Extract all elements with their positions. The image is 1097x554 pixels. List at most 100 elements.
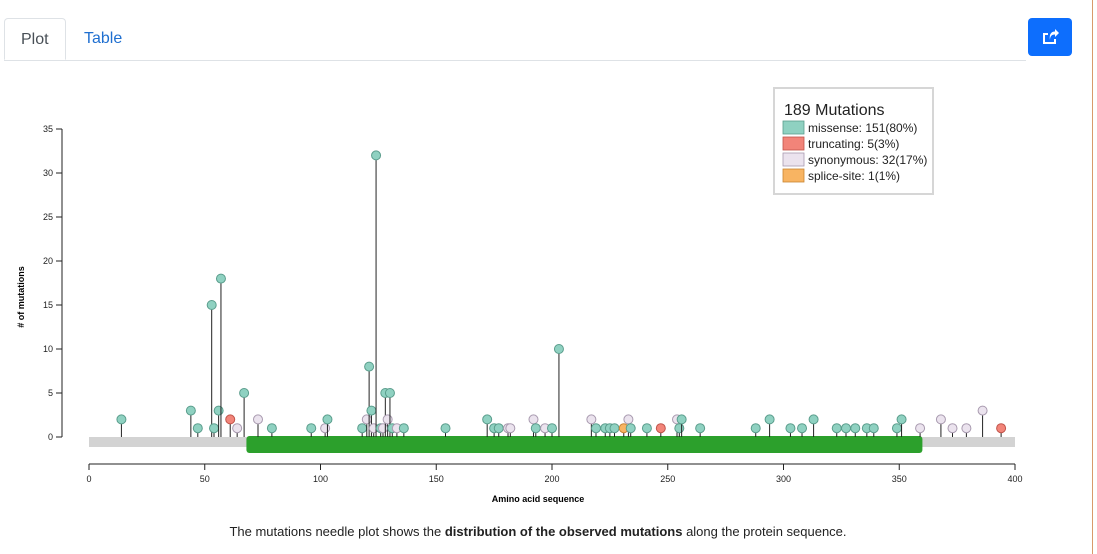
needle-head-missense: [192, 423, 203, 434]
needle-head-missense: [116, 414, 127, 425]
needle-head-synonymous: [623, 414, 634, 425]
x-tick-label: 0: [86, 474, 91, 484]
needle-head-truncating: [655, 423, 666, 434]
caption-bold: distribution of the observed mutations: [444, 524, 683, 539]
y-tick-label: 0: [48, 432, 53, 442]
y-axis-label: # of mutations: [16, 266, 26, 328]
protein-domain: [246, 436, 923, 453]
view-tabs: Plot Table: [4, 18, 1026, 61]
y-tick-label: 35: [43, 124, 53, 134]
x-tick-label: 250: [660, 474, 675, 484]
legend: 189 Mutations missense: 151(80%) truncati…: [773, 87, 934, 195]
legend-label-missense: missense: 151(80%): [808, 121, 917, 135]
needle-head-synonymous: [961, 423, 972, 434]
y-tick-label: 15: [43, 300, 53, 310]
needle-head-missense: [366, 405, 377, 416]
needle-head-missense: [440, 423, 451, 434]
needle-head-missense: [797, 423, 808, 434]
needle-head-synonymous: [528, 414, 539, 425]
needle-head-synonymous: [586, 414, 597, 425]
needle-head-missense: [384, 388, 395, 398]
legend-label-truncating: truncating: 5(3%): [808, 137, 899, 151]
y-tick-label: 30: [43, 168, 53, 178]
x-axis: 0 50 100 150 200 250 300 350 400: [86, 463, 1023, 484]
needle-head-truncating: [996, 423, 1007, 434]
legend-label-splice: splice-site: 1(1%): [808, 169, 900, 183]
legend-title: 189 Mutations: [784, 102, 885, 119]
needle-head-missense: [590, 423, 601, 434]
needle-head-missense: [891, 423, 902, 434]
needle-head-missense: [357, 423, 368, 434]
needle-head-synonymous: [252, 414, 263, 425]
legend-swatch-splice: [782, 168, 805, 183]
needle-head-synonymous: [232, 423, 243, 434]
needle-head-missense: [609, 423, 620, 434]
needle-head-missense: [530, 423, 541, 434]
x-tick-label: 350: [892, 474, 907, 484]
needle-head-synonymous: [505, 423, 516, 434]
needle-head-missense: [764, 414, 775, 425]
protein-track: [89, 436, 1015, 453]
needle-head-missense: [676, 414, 687, 425]
y-tick-label: 25: [43, 212, 53, 222]
panel-right-border: [1092, 0, 1093, 554]
caption-suffix: along the protein sequence.: [682, 524, 847, 539]
needle-head-missense: [553, 344, 564, 354]
x-tick-label: 50: [200, 474, 210, 484]
needle-head-missense: [750, 423, 761, 434]
needle-head-synonymous: [915, 423, 926, 434]
x-tick-label: 300: [776, 474, 791, 484]
needle-head-synonymous: [977, 405, 988, 416]
legend-swatch-truncating: [782, 136, 805, 151]
y-tick-label: 10: [43, 344, 53, 354]
legend-label-synonymous: synonymous: 32(17%): [808, 153, 927, 167]
needle-head-missense: [547, 423, 557, 434]
tab-table[interactable]: Table: [84, 30, 123, 47]
needle-head-missense: [850, 423, 861, 434]
needle-head-missense: [364, 361, 375, 372]
y-tick-label: 20: [43, 256, 53, 266]
tab-plot[interactable]: Plot: [4, 18, 66, 60]
needle-head-missense: [215, 273, 226, 284]
needle-head-synonymous: [947, 423, 958, 434]
needles: [116, 150, 1007, 437]
x-tick-label: 200: [544, 474, 559, 484]
caption-prefix: The mutations needle plot shows the: [229, 524, 445, 539]
needle-head-missense: [674, 423, 685, 434]
y-axis: 0 5 10 15 20 25 30 35: [43, 124, 63, 442]
x-tick-label: 100: [313, 474, 328, 484]
needle-head-missense: [398, 423, 409, 434]
needle-head-truncating: [225, 414, 236, 425]
legend-swatch-missense: [782, 120, 805, 135]
needle-head-missense: [482, 414, 493, 425]
needle-head-synonymous: [382, 414, 393, 425]
needle-head-missense: [868, 423, 879, 434]
needle-head-synonymous: [935, 414, 946, 425]
x-tick-label: 400: [1007, 474, 1022, 484]
needle-head-missense: [831, 423, 842, 434]
needle-head-missense: [206, 300, 217, 310]
needle-head-missense: [808, 414, 819, 425]
legend-swatch-synonymous: [782, 152, 805, 167]
plot-caption: The mutations needle plot shows the dist…: [0, 524, 1076, 539]
needle-head-synonymous: [378, 423, 389, 434]
needle-head-missense: [322, 414, 333, 425]
needle-head-synonymous: [320, 423, 331, 434]
needle-head-missense: [841, 423, 852, 434]
needle-head-missense: [185, 405, 196, 416]
share-button[interactable]: [1028, 18, 1072, 56]
needle-head-missense: [493, 423, 504, 434]
x-tick-label: 150: [429, 474, 444, 484]
needle-head-missense: [239, 388, 250, 398]
needle-head-missense: [695, 423, 706, 434]
needle-head-missense: [371, 150, 382, 161]
needle-head-missense: [209, 423, 220, 434]
needle-head-missense: [306, 423, 317, 434]
y-tick-label: 5: [48, 388, 53, 398]
needle-head-missense: [213, 405, 224, 416]
x-axis-label: Amino acid sequence: [492, 494, 585, 504]
needle-head-missense: [641, 423, 652, 434]
needle-head-missense: [625, 423, 636, 434]
needle-head-missense: [896, 414, 907, 425]
